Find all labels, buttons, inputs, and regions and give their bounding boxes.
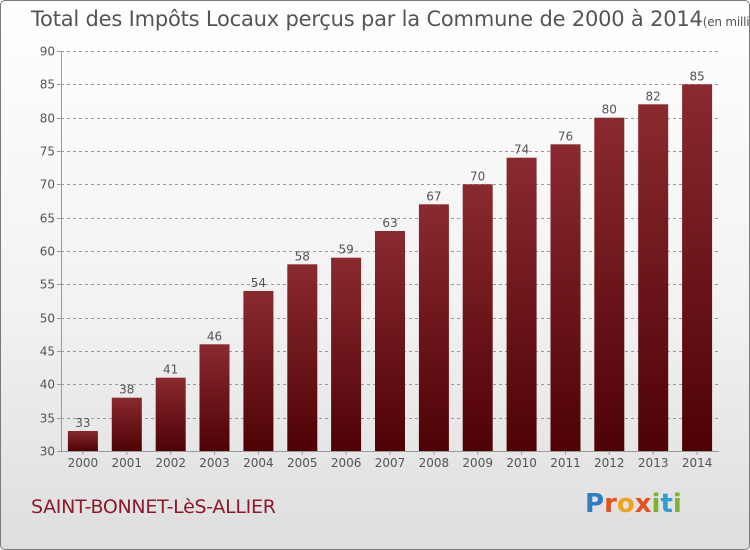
y-tick-label: 65 <box>40 212 55 226</box>
data-label: 67 <box>426 189 441 203</box>
x-tick-label: 2002 <box>155 456 186 470</box>
y-tick-label: 85 <box>40 78 55 92</box>
bar <box>287 264 318 451</box>
data-label: 59 <box>338 243 353 257</box>
logo-letter: t <box>660 489 673 519</box>
proxiti-logo[interactable]: Proxiti <box>585 489 682 519</box>
x-tick-label: 2013 <box>638 456 669 470</box>
y-tick-label: 70 <box>40 178 55 192</box>
y-tick-label: 30 <box>40 445 55 459</box>
bar <box>243 291 274 451</box>
bar <box>67 431 98 451</box>
data-label: 85 <box>689 69 704 83</box>
x-tick-label: 2011 <box>550 456 581 470</box>
bar <box>550 144 581 452</box>
y-tick-label: 90 <box>40 45 55 59</box>
x-tick-label: 2012 <box>594 456 625 470</box>
bar <box>594 117 625 451</box>
y-tick-label: 45 <box>40 345 55 359</box>
y-tick-label: 80 <box>40 112 55 126</box>
data-label: 80 <box>602 103 617 117</box>
y-tick-label: 60 <box>40 245 55 259</box>
logo-letter: P <box>585 489 605 519</box>
logo-letter: i <box>651 489 661 519</box>
bar <box>506 157 537 451</box>
y-tick-label: 75 <box>40 145 55 159</box>
logo-letter: i <box>672 489 682 519</box>
data-label: 63 <box>382 216 397 230</box>
bar <box>111 397 142 451</box>
y-tick-label: 50 <box>40 312 55 326</box>
x-tick-label: 2004 <box>243 456 274 470</box>
x-tick-label: 2009 <box>462 456 493 470</box>
logo-letter: x <box>634 489 652 519</box>
x-tick-label: 2001 <box>112 456 143 470</box>
data-label: 33 <box>75 416 90 430</box>
data-label: 82 <box>646 89 661 103</box>
data-label: 46 <box>207 329 222 343</box>
axes <box>57 51 719 455</box>
y-tick-label: 40 <box>40 378 55 392</box>
y-tick-label: 35 <box>40 412 55 426</box>
data-label: 74 <box>514 143 529 157</box>
commune-name: SAINT-BONNET-LèS-ALLIER <box>31 496 276 518</box>
bar <box>199 344 230 451</box>
bar <box>638 104 669 452</box>
x-tick-label: 2005 <box>287 456 318 470</box>
title-text: Total des Impôts Locaux perçus par la Co… <box>31 7 703 31</box>
x-tick-label: 2006 <box>331 456 362 470</box>
title-unit: (en milliers d'€) <box>702 15 750 29</box>
y-tick-label: 55 <box>40 278 55 292</box>
logo-letter: o <box>616 489 635 519</box>
x-tick-label: 2003 <box>199 456 230 470</box>
data-label: 70 <box>470 169 485 183</box>
chart-title: Total des Impôts Locaux perçus par la Co… <box>31 7 750 31</box>
data-label: 58 <box>295 249 310 263</box>
bar <box>418 204 449 451</box>
x-tick-label: 2010 <box>506 456 537 470</box>
data-label: 38 <box>119 383 134 397</box>
bar <box>155 377 186 451</box>
bar <box>331 257 362 451</box>
x-tick-label: 2007 <box>375 456 406 470</box>
x-tick-label: 2014 <box>682 456 713 470</box>
bar <box>682 84 713 452</box>
logo-letter: r <box>604 489 617 519</box>
labels: 30 35 40 45 50 55 60 65 70 75 80 85 90 33 2000 38 2001 41… <box>40 45 713 471</box>
bar <box>375 231 405 451</box>
x-tick-label: 2000 <box>68 456 99 470</box>
bar <box>462 184 493 452</box>
x-tick-label: 2008 <box>419 456 450 470</box>
data-label: 76 <box>558 129 573 143</box>
data-label: 54 <box>251 276 266 290</box>
data-label: 41 <box>163 363 178 377</box>
bars <box>67 84 713 452</box>
